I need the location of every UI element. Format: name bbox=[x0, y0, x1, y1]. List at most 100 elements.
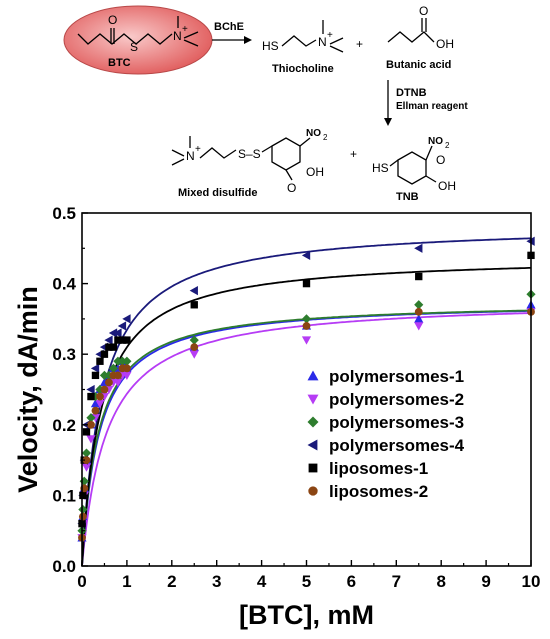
svg-text:NO: NO bbox=[306, 128, 321, 139]
data-point bbox=[91, 406, 100, 415]
data-point bbox=[100, 350, 109, 358]
svg-text:OH: OH bbox=[438, 179, 456, 193]
data-point bbox=[87, 392, 95, 401]
data-point bbox=[86, 413, 96, 423]
data-point bbox=[414, 307, 423, 316]
enzyme-label: BChE bbox=[214, 21, 244, 33]
btc-charge: + bbox=[182, 24, 188, 35]
svg-text:OH: OH bbox=[306, 165, 324, 179]
x-tick-label: 9 bbox=[481, 572, 490, 591]
legend-marker bbox=[307, 394, 319, 405]
data-point bbox=[414, 243, 423, 253]
data-point bbox=[189, 286, 198, 296]
tnb-label: TNB bbox=[396, 191, 419, 203]
data-point bbox=[302, 279, 311, 288]
legend-marker bbox=[308, 463, 318, 473]
data-point bbox=[190, 301, 198, 309]
thiocholine-label: Thiocholine bbox=[272, 63, 334, 75]
substrate-label: BTC bbox=[108, 57, 131, 69]
tnb-hs: HS bbox=[372, 161, 389, 175]
data-point bbox=[122, 314, 131, 324]
y-tick-label: 0.1 bbox=[52, 486, 76, 505]
y-tick-label: 0.0 bbox=[52, 557, 76, 576]
data-point bbox=[414, 314, 424, 323]
x-tick-label: 5 bbox=[302, 572, 311, 591]
y-axis-ticks: 0.0 0.1 0.2 0.3 0.4 0.5 bbox=[52, 204, 88, 576]
reagent-line-1: DTNB bbox=[396, 87, 427, 99]
data-point bbox=[118, 336, 127, 344]
data-point bbox=[190, 343, 199, 352]
data-point bbox=[82, 456, 91, 465]
data-point bbox=[414, 300, 424, 310]
data-point bbox=[90, 363, 100, 373]
disulfide-ring bbox=[271, 137, 301, 171]
data-point bbox=[114, 336, 122, 344]
data-point bbox=[114, 371, 122, 380]
btc-sulfur: S bbox=[130, 40, 138, 54]
data-point bbox=[91, 371, 100, 380]
data-point bbox=[415, 272, 423, 281]
data-point bbox=[189, 335, 199, 345]
data-point bbox=[414, 322, 424, 331]
disulfide-bridge: S–S bbox=[238, 147, 261, 161]
x-tick-label: 7 bbox=[392, 572, 401, 591]
legend-marker bbox=[307, 416, 319, 428]
data-point bbox=[122, 356, 132, 366]
y-tick-label: 0.2 bbox=[52, 416, 76, 435]
data-point bbox=[108, 363, 119, 373]
reagent-line-2: Ellman reagent bbox=[396, 101, 468, 112]
legend-label: liposomes-1 bbox=[329, 459, 428, 478]
data-point bbox=[81, 448, 92, 458]
btc-skeleton bbox=[77, 33, 173, 45]
x-tick-label: 1 bbox=[122, 572, 131, 591]
plus-sign-1: + bbox=[356, 37, 363, 51]
svg-text:2: 2 bbox=[445, 141, 450, 150]
data-point bbox=[78, 512, 87, 521]
data-point bbox=[100, 385, 109, 394]
data-point bbox=[301, 336, 312, 345]
data-point bbox=[95, 399, 105, 409]
svg-text:O: O bbox=[287, 181, 296, 195]
y-tick-label: 0.4 bbox=[52, 275, 76, 294]
fit-curve bbox=[81, 237, 532, 567]
x-tick-label: 2 bbox=[167, 572, 176, 591]
butanic-acid-label: Butanic acid bbox=[386, 59, 451, 71]
legend-marker bbox=[308, 486, 318, 496]
x-tick-label: 0 bbox=[77, 572, 86, 591]
legend-label: polymersomes-3 bbox=[329, 413, 464, 432]
x-tick-label: 6 bbox=[347, 572, 356, 591]
data-point bbox=[122, 371, 132, 380]
thiocholine-hs: HS bbox=[262, 39, 279, 53]
svg-text:2: 2 bbox=[323, 133, 328, 142]
x-tick-label: 8 bbox=[436, 572, 445, 591]
tnb-ring bbox=[397, 151, 427, 185]
data-point bbox=[117, 321, 127, 331]
data-point bbox=[82, 428, 91, 436]
fit-curve bbox=[81, 267, 531, 567]
data-point bbox=[109, 343, 118, 351]
svg-text:O: O bbox=[436, 153, 445, 167]
data-point bbox=[301, 314, 312, 324]
legend-marker bbox=[307, 370, 319, 381]
reaction-scheme: O S N + BTC BChE HS N + Thiocholine + O … bbox=[63, 4, 468, 203]
x-tick-label: 3 bbox=[212, 572, 221, 591]
kinetics-chart: 0 1 2 3 4 5 6 7 8 9 10 0.0 0.1 0.2 0.3 0.4 0.5 [BTC], m… bbox=[13, 204, 540, 630]
data-point bbox=[79, 476, 89, 486]
data-point bbox=[301, 250, 311, 260]
y-tick-label: 0.3 bbox=[52, 345, 76, 364]
x-axis-title: [BTC], mM bbox=[239, 600, 374, 630]
data-points bbox=[77, 236, 536, 543]
svg-text:+: + bbox=[195, 144, 201, 155]
legend-marker bbox=[307, 439, 318, 451]
data-point bbox=[96, 392, 104, 401]
btc-oxygen: O bbox=[108, 13, 117, 27]
data-point bbox=[81, 463, 92, 472]
data-point bbox=[86, 384, 95, 395]
svg-text:+: + bbox=[327, 30, 333, 41]
data-point bbox=[113, 378, 123, 388]
svg-text:OH: OH bbox=[436, 37, 454, 51]
data-point bbox=[108, 328, 118, 338]
svg-text:O: O bbox=[419, 4, 428, 18]
data-point bbox=[78, 504, 88, 515]
